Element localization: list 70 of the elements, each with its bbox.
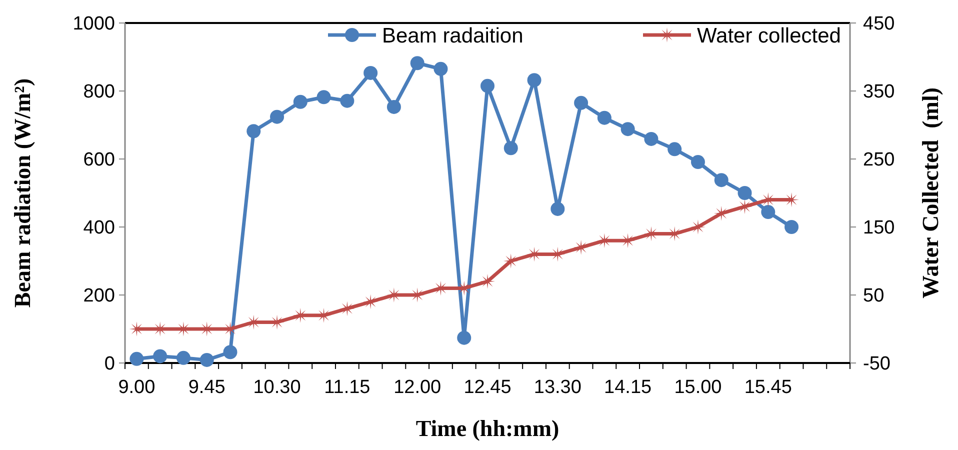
x-tick-label: 14.15: [604, 377, 652, 398]
point: [363, 294, 378, 310]
x-tick-label: 11.15: [324, 377, 370, 398]
y-tick-label: 0: [104, 354, 115, 375]
point: [668, 142, 682, 156]
point: [480, 274, 495, 289]
point: [340, 301, 355, 316]
point: [620, 122, 635, 136]
point: [714, 173, 728, 188]
point: [596, 233, 612, 248]
point: [270, 110, 284, 124]
point: [153, 349, 168, 364]
y2-tick-label: 350: [863, 82, 895, 103]
y2-tick-label: 250: [863, 150, 895, 171]
point: [690, 220, 706, 234]
point: [200, 352, 214, 367]
y-axis-title: Beam radiation (W/m²): [10, 78, 35, 308]
x-tick-label: 9.45: [188, 377, 226, 398]
point: [644, 132, 658, 146]
point: [690, 155, 705, 170]
point: [574, 96, 588, 110]
point: [386, 100, 401, 114]
point: [480, 78, 494, 93]
point: [364, 66, 378, 80]
point: [737, 199, 752, 214]
y-tick-label: 400: [83, 218, 115, 239]
point: [316, 90, 331, 104]
point: [784, 192, 800, 208]
y-tick-label: 600: [83, 150, 115, 171]
point: [223, 345, 238, 360]
legend-label: Beam radaition: [382, 24, 524, 48]
point: [504, 141, 518, 156]
point: [667, 226, 682, 242]
point: [293, 94, 308, 109]
point: [597, 110, 612, 125]
y-tick-label: 1000: [72, 14, 115, 35]
y2-tick-label: 450: [863, 14, 895, 35]
point: [270, 314, 285, 330]
point: [246, 124, 261, 138]
y2-tick-label: -50: [863, 354, 890, 375]
y2-tick-label: 50: [863, 286, 884, 307]
x-tick-label: 15.45: [744, 377, 792, 398]
point: [738, 186, 752, 200]
point: [434, 62, 448, 76]
x-tick-label: 12.45: [464, 377, 512, 398]
y-tick-label: 800: [83, 82, 115, 103]
point: [292, 308, 308, 323]
point: [410, 56, 424, 70]
point: [527, 73, 542, 88]
legend-label: Water collected: [697, 24, 841, 48]
point: [503, 254, 518, 268]
point: [457, 330, 472, 345]
x-tick-label: 10.30: [253, 377, 301, 398]
point: [386, 288, 402, 302]
y-tick-label: 200: [83, 286, 115, 307]
point: [784, 220, 799, 234]
x-axis-title: Time (hh:mm): [416, 416, 560, 441]
x-tick-label: 9.00: [118, 377, 156, 398]
point: [340, 94, 354, 108]
x-tick-label: 12.00: [394, 377, 442, 398]
x-tick-label: 15.00: [674, 377, 722, 398]
y2-axis-title: Water Collected (ml): [918, 88, 943, 298]
point: [130, 352, 144, 366]
point: [761, 205, 776, 220]
x-tick-label: 13.30: [534, 377, 582, 398]
point: [714, 206, 729, 221]
point: [574, 240, 589, 255]
point: [550, 202, 565, 216]
point: [176, 350, 190, 365]
y2-tick-label: 150: [863, 218, 895, 239]
